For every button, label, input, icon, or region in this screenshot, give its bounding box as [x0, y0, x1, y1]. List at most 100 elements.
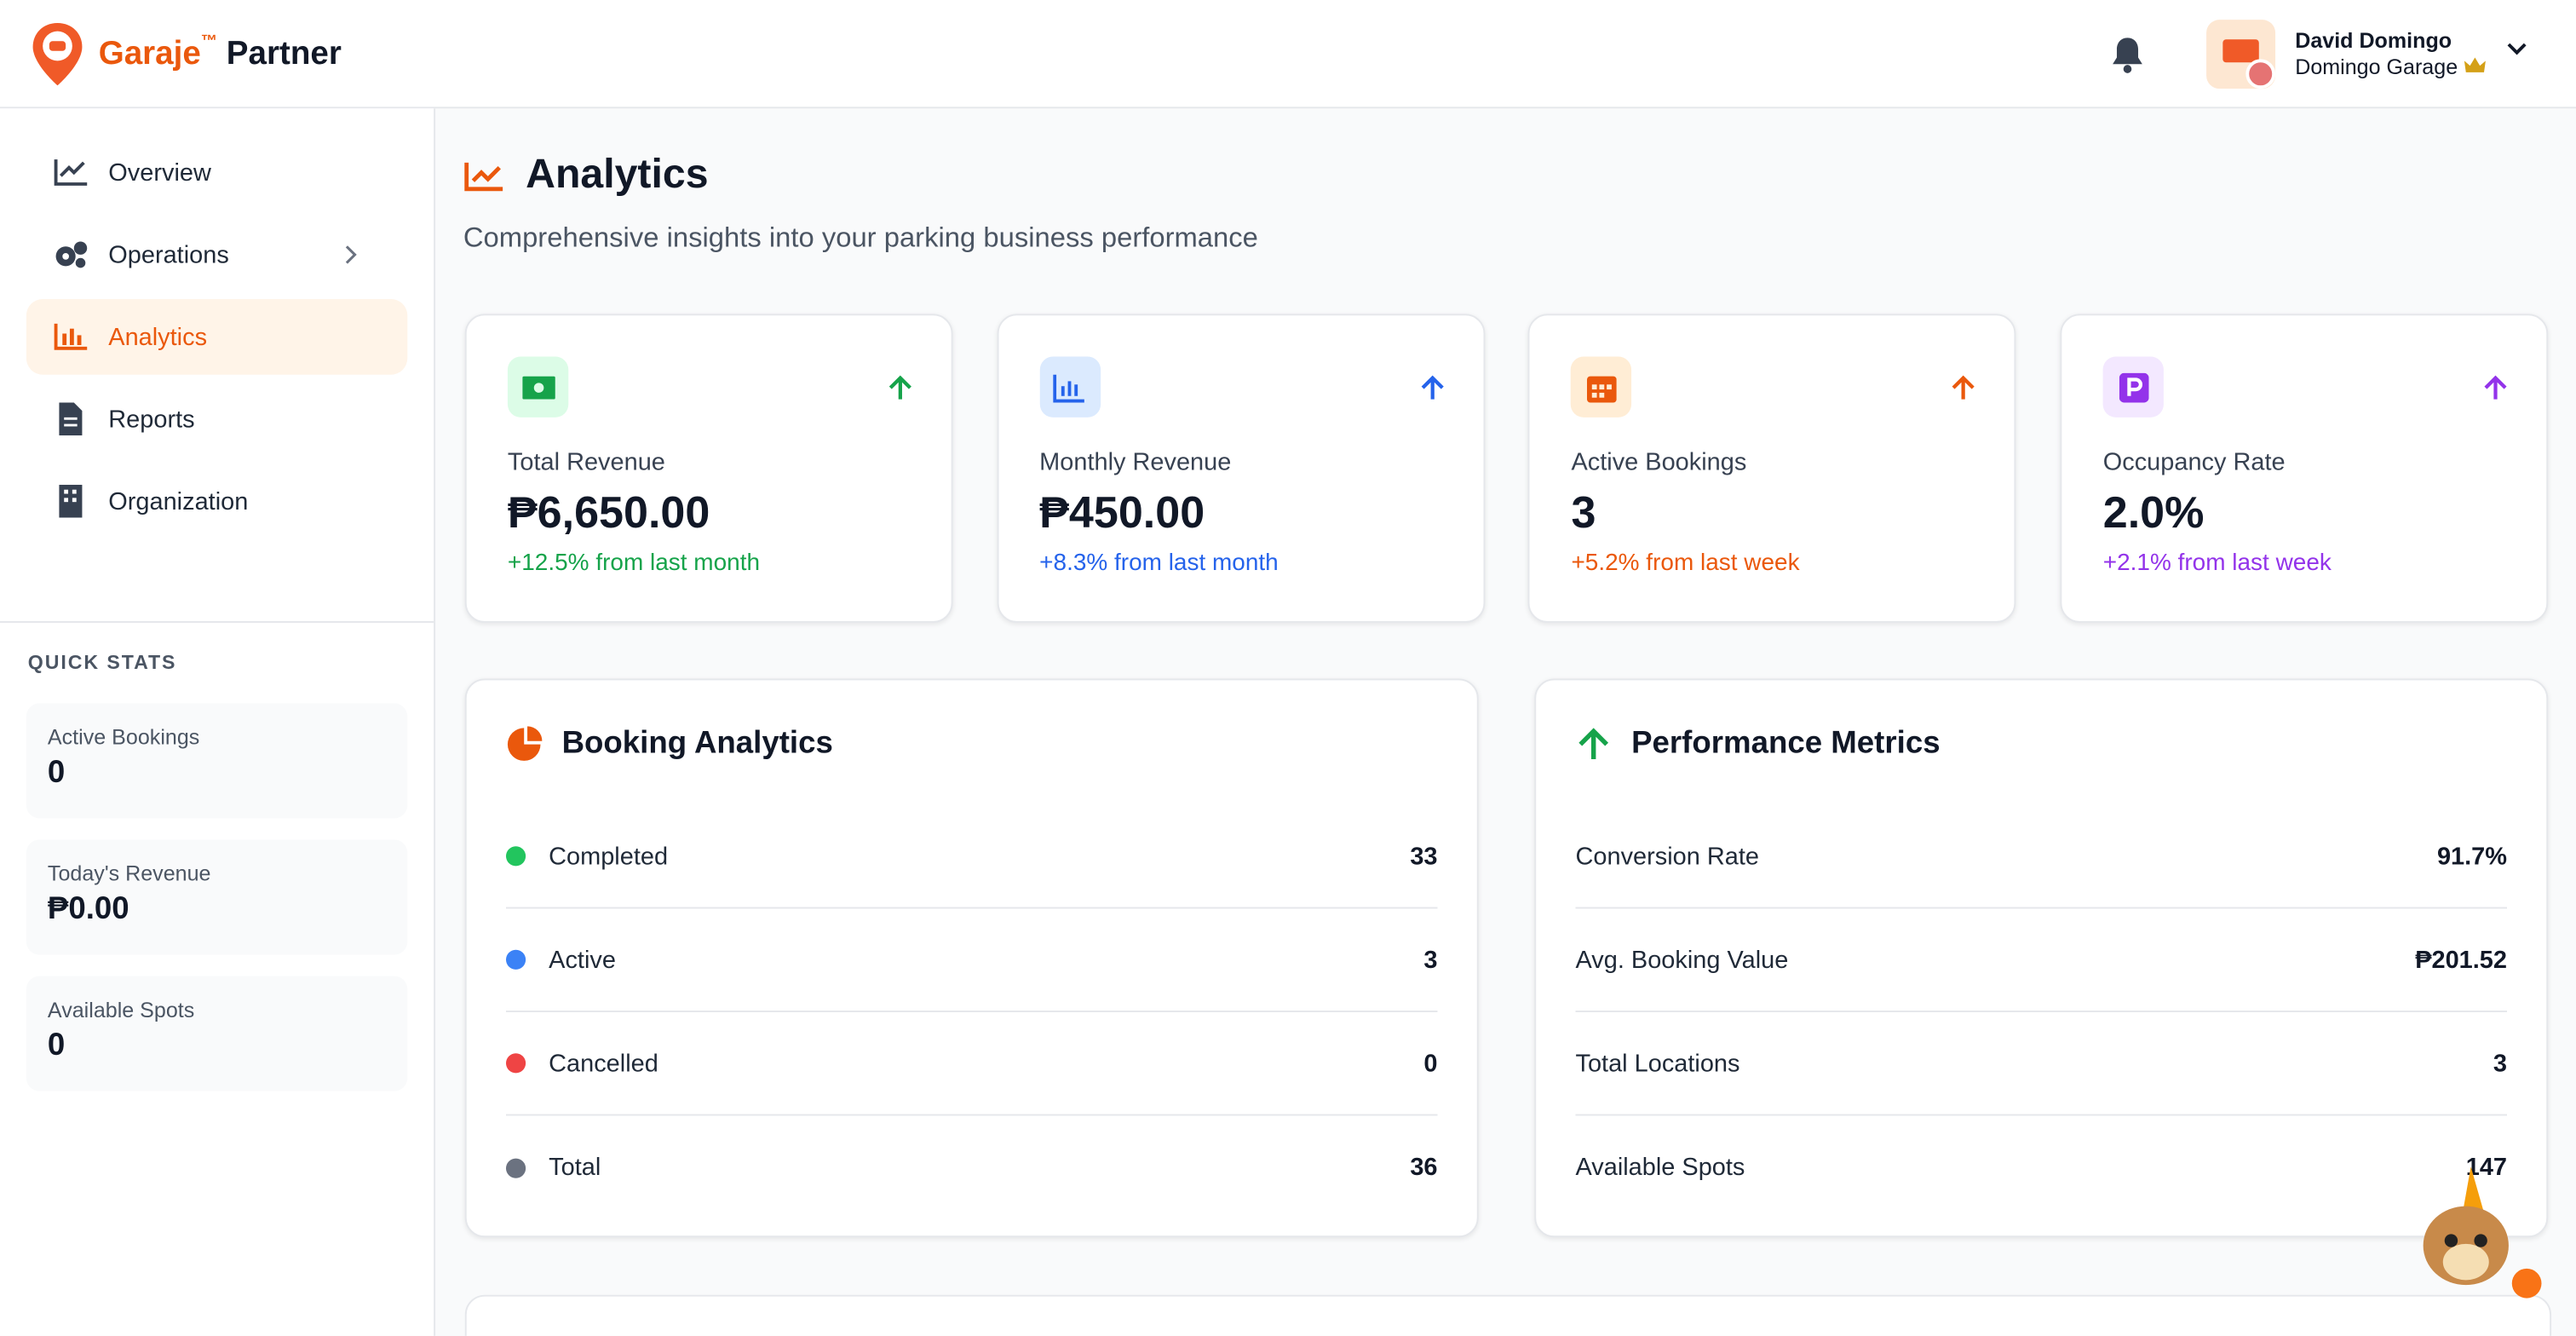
stat-card: Occupancy Rate 2.0% +2.1% from last week: [2060, 314, 2549, 623]
row-value: 3: [2493, 1049, 2507, 1078]
sidebar: Overview Operations Analytics Reports Organi…: [0, 108, 436, 1336]
status-dot: [505, 949, 526, 970]
quick-stat: Active Bookings 0: [26, 703, 408, 819]
quick-stat: Today's Revenue ₱0.00: [26, 839, 408, 955]
nav-label: Operations: [108, 240, 229, 269]
user-menu-toggle[interactable]: [2507, 43, 2527, 55]
nav-icon: [59, 484, 83, 518]
quick-stat-value: ₱0.00: [47, 892, 129, 927]
stat-icon-glyph: [521, 375, 555, 399]
stat-icon: [1571, 356, 1632, 418]
row: Total 36: [505, 1115, 1438, 1218]
crown: [2464, 57, 2486, 72]
stat-label: Monthly Revenue: [1039, 448, 1232, 477]
row-label: Total: [549, 1153, 601, 1182]
row-label: Avg. Booking Value: [1575, 945, 1789, 974]
row-label: Cancelled: [549, 1049, 658, 1078]
nav-icon: [55, 241, 88, 268]
nav-icon: [59, 402, 83, 436]
nav-item[interactable]: Organization: [26, 464, 407, 539]
row-label: Total Locations: [1575, 1049, 1740, 1078]
row: Total Locations 3: [1575, 1012, 2507, 1116]
quick-stat-label: Active Bookings: [47, 724, 200, 750]
header: Garaje™ Partner David Domingo Domingo Ga…: [0, 0, 2576, 109]
stat-icon-glyph: [2119, 371, 2148, 402]
quick-stat-value: 0: [47, 756, 66, 791]
page-title-text: Analytics: [526, 151, 709, 198]
trend-arrow: [888, 375, 911, 400]
nav-icon: [54, 159, 88, 186]
brand[interactable]: Garaje™ Partner: [30, 20, 342, 89]
booking-panel: Booking Analytics Completed 33 Active 3 Canc…: [464, 678, 1479, 1238]
row: Conversion Rate 91.7%: [1575, 805, 2507, 909]
row-label: Completed: [549, 842, 669, 871]
panel-title: Performance Metrics: [1631, 726, 1941, 761]
stat-icon: [507, 356, 569, 418]
nav-item[interactable]: Overview: [26, 135, 407, 210]
row-value: 0: [1423, 1049, 1438, 1078]
stat-change: +2.1% from last week: [2102, 550, 2332, 577]
row: Available Spots 147: [1575, 1115, 2506, 1218]
stat-icon-glyph: [1053, 373, 1085, 402]
row: Active 3: [505, 908, 1438, 1012]
user-name: David Domingo: [2295, 27, 2452, 53]
trend-arrow: [1952, 375, 1975, 400]
nav-label: Reports: [108, 405, 195, 434]
row-value: 36: [1410, 1153, 1438, 1182]
avatar[interactable]: [2206, 20, 2276, 89]
up-icon: [1578, 728, 1609, 759]
nav-item[interactable]: Analytics: [26, 298, 408, 375]
quick-stats-list: Active Bookings 0 Today's Revenue ₱0.00 Avai…: [0, 703, 434, 1091]
nav-label: Analytics: [108, 322, 208, 351]
organization-name: Domingo Garage: [2295, 54, 2458, 79]
logo: [32, 22, 83, 86]
user-organization: Domingo Garage: [2295, 54, 2486, 81]
nav-icon: [54, 323, 88, 350]
quick-stats: QUICK STATS Active Bookings 0 Today's Reve…: [0, 620, 434, 1091]
nav-label: Organization: [108, 487, 249, 515]
brand-suffix: Partner: [226, 35, 342, 72]
next-section: [464, 1294, 2552, 1336]
quick-stats-title: QUICK STATS: [27, 650, 177, 674]
panel-header: Booking Analytics: [506, 726, 833, 762]
pie-icon: [507, 726, 543, 761]
stat-card: Monthly Revenue ₱450.00 +8.3% from last mo…: [997, 314, 1485, 623]
panel-header: Performance Metrics: [1575, 726, 1941, 762]
brand-mark: ™: [200, 32, 218, 50]
notifications[interactable]: [2109, 34, 2145, 73]
quick-stat-value: 0: [47, 1028, 66, 1063]
page-subtitle: Comprehensive insights into your parking…: [463, 222, 1258, 253]
row-value: 91.7%: [2436, 842, 2507, 871]
row-label: Available Spots: [1575, 1153, 1745, 1182]
stat-value: 2.0%: [2102, 487, 2205, 538]
nav-expand: [345, 245, 357, 264]
stat-label: Occupancy Rate: [2102, 448, 2286, 477]
row: Avg. Booking Value ₱201.52: [1575, 908, 2507, 1012]
row: Cancelled 0: [505, 1012, 1438, 1116]
stat-icon: [2102, 356, 2165, 418]
row-value: 33: [1410, 842, 1438, 871]
page-icon: [464, 161, 503, 191]
page-title: Analytics: [463, 151, 709, 199]
quick-stat: Available Spots 0: [26, 976, 408, 1091]
nav-label: Overview: [108, 158, 211, 187]
trend-arrow: [1421, 375, 1444, 400]
nav-item[interactable]: Reports: [26, 381, 407, 457]
row-value: ₱201.52: [2415, 945, 2507, 974]
stat-card: Total Revenue ₱6,650.00 +12.5% from last m…: [464, 314, 953, 623]
nav-item[interactable]: Operations: [26, 217, 407, 293]
stat-label: Active Bookings: [1571, 448, 1747, 477]
row-label: Conversion Rate: [1575, 842, 1759, 871]
trend-arrow: [2484, 375, 2507, 400]
stat-change: +12.5% from last month: [507, 550, 761, 577]
row-label: Active: [549, 945, 616, 974]
performance-rows: Conversion Rate 91.7% Avg. Booking Value ₱2…: [1575, 805, 2507, 1219]
ai-assistant[interactable]: [2408, 1163, 2556, 1311]
user-info[interactable]: David Domingo Domingo Garage: [2295, 27, 2486, 81]
status-dot: [505, 846, 526, 867]
panel-title: Booking Analytics: [561, 726, 833, 761]
avatar-icon: [2222, 39, 2276, 89]
quick-stat-label: Today's Revenue: [47, 861, 211, 886]
stat-icon-glyph: [1586, 375, 1617, 402]
